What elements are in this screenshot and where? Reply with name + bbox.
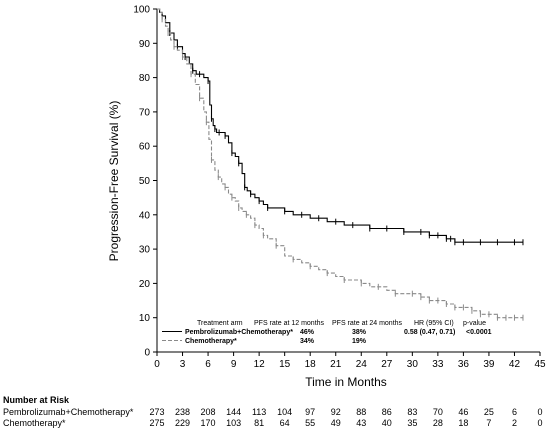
- series-layer: [157, 8, 524, 321]
- risk-count: 28: [432, 418, 443, 428]
- risk-count: 0: [537, 418, 543, 428]
- y-tick-label: 60: [139, 142, 151, 153]
- x-tick-label: 30: [407, 359, 419, 370]
- risk-count: 70: [432, 407, 443, 417]
- x-axis-label: Time in Months: [305, 375, 387, 389]
- risk-count: 6: [511, 407, 517, 417]
- risk-count: 2: [511, 418, 517, 428]
- risk-count: 88: [356, 407, 367, 417]
- risk-count: 275: [149, 418, 165, 428]
- legend-header: p-value: [463, 320, 486, 327]
- risk-count: 25: [483, 407, 494, 417]
- risk-row-label: Pembrolizumab+Chemotherapy*: [3, 407, 134, 417]
- risk-count: 18: [458, 418, 469, 428]
- y-tick-label: 40: [139, 210, 151, 221]
- legend-cell: Pembrolizumab+Chemotherapy*: [185, 329, 293, 336]
- risk-count: 35: [407, 418, 418, 428]
- legend-header: HR (95% CI): [414, 320, 454, 327]
- x-tick-label: 36: [458, 359, 470, 370]
- x-tick-label: 3: [180, 359, 186, 370]
- legend-cell: Chemotherapy*: [185, 338, 237, 345]
- risk-count: 43: [356, 418, 367, 428]
- risk-count: 170: [200, 418, 216, 428]
- risk-count: 104: [277, 407, 293, 417]
- risk-table-title: Number at Risk: [3, 395, 70, 405]
- risk-count: 238: [175, 407, 191, 417]
- legend-cell: 34%: [300, 338, 315, 345]
- legend-cell: 46%: [300, 329, 315, 336]
- risk-count: 0: [537, 407, 543, 417]
- risk-count: 81: [254, 418, 265, 428]
- x-tick-label: 27: [381, 359, 393, 370]
- risk-row-label: Chemotherapy*: [3, 418, 66, 428]
- risk-count: 113: [251, 407, 267, 417]
- y-tick-label: 80: [139, 73, 151, 84]
- legend-header: PFS rate at 12 months: [254, 320, 325, 327]
- risk-count: 7: [486, 418, 492, 428]
- x-tick-label: 18: [305, 359, 317, 370]
- risk-count: 273: [149, 407, 165, 417]
- series-line-pembrolizumab: [157, 8, 523, 243]
- risk-count: 229: [175, 418, 191, 428]
- y-tick-label: 0: [144, 348, 150, 359]
- y-tick-label: 50: [139, 176, 151, 187]
- y-axis-label: Progression-Free Survival (%): [107, 101, 121, 262]
- legend-cell: <0.0001: [466, 329, 492, 336]
- x-tick-label: 12: [254, 359, 266, 370]
- series-line-chemotherapy: [157, 8, 523, 319]
- risk-count: 83: [407, 407, 418, 417]
- risk-count: 49: [330, 418, 341, 428]
- risk-count: 97: [305, 407, 316, 417]
- legend-cell: 38%: [352, 329, 367, 336]
- risk-count: 208: [200, 407, 216, 417]
- x-tick-label: 15: [279, 359, 291, 370]
- risk-count: 103: [226, 418, 242, 428]
- legend-cell: 19%: [352, 338, 367, 345]
- x-tick-label: 33: [432, 359, 444, 370]
- x-tick-label: 0: [154, 359, 160, 370]
- legend-header: PFS rate at 24 months: [332, 320, 403, 327]
- x-tick-label: 21: [330, 359, 342, 370]
- risk-count: 46: [458, 407, 469, 417]
- x-tick-label: 24: [356, 359, 368, 370]
- risk-count: 40: [381, 418, 392, 428]
- x-tick-label: 39: [483, 359, 495, 370]
- y-tick-label: 90: [139, 39, 151, 50]
- y-tick-label: 20: [139, 279, 151, 290]
- x-tick-label: 42: [509, 359, 521, 370]
- y-tick-label: 100: [133, 5, 150, 16]
- x-tick-label: 45: [534, 359, 546, 370]
- legend: Treatment arm PFS rate at 12 months PFS ra…: [162, 320, 492, 345]
- y-tick-label: 10: [139, 313, 151, 324]
- legend-header: Treatment arm: [197, 320, 243, 327]
- x-tick-label: 9: [231, 359, 237, 370]
- risk-count: 86: [381, 407, 392, 417]
- y-tick-label: 30: [139, 245, 151, 256]
- x-tick-label: 6: [205, 359, 211, 370]
- risk-count: 92: [330, 407, 341, 417]
- legend-cell: 0.58 (0.47, 0.71): [404, 329, 455, 336]
- risk-count: 64: [279, 418, 290, 428]
- risk-count: 55: [305, 418, 316, 428]
- y-tick-label: 70: [139, 107, 151, 118]
- risk-count: 144: [226, 407, 242, 417]
